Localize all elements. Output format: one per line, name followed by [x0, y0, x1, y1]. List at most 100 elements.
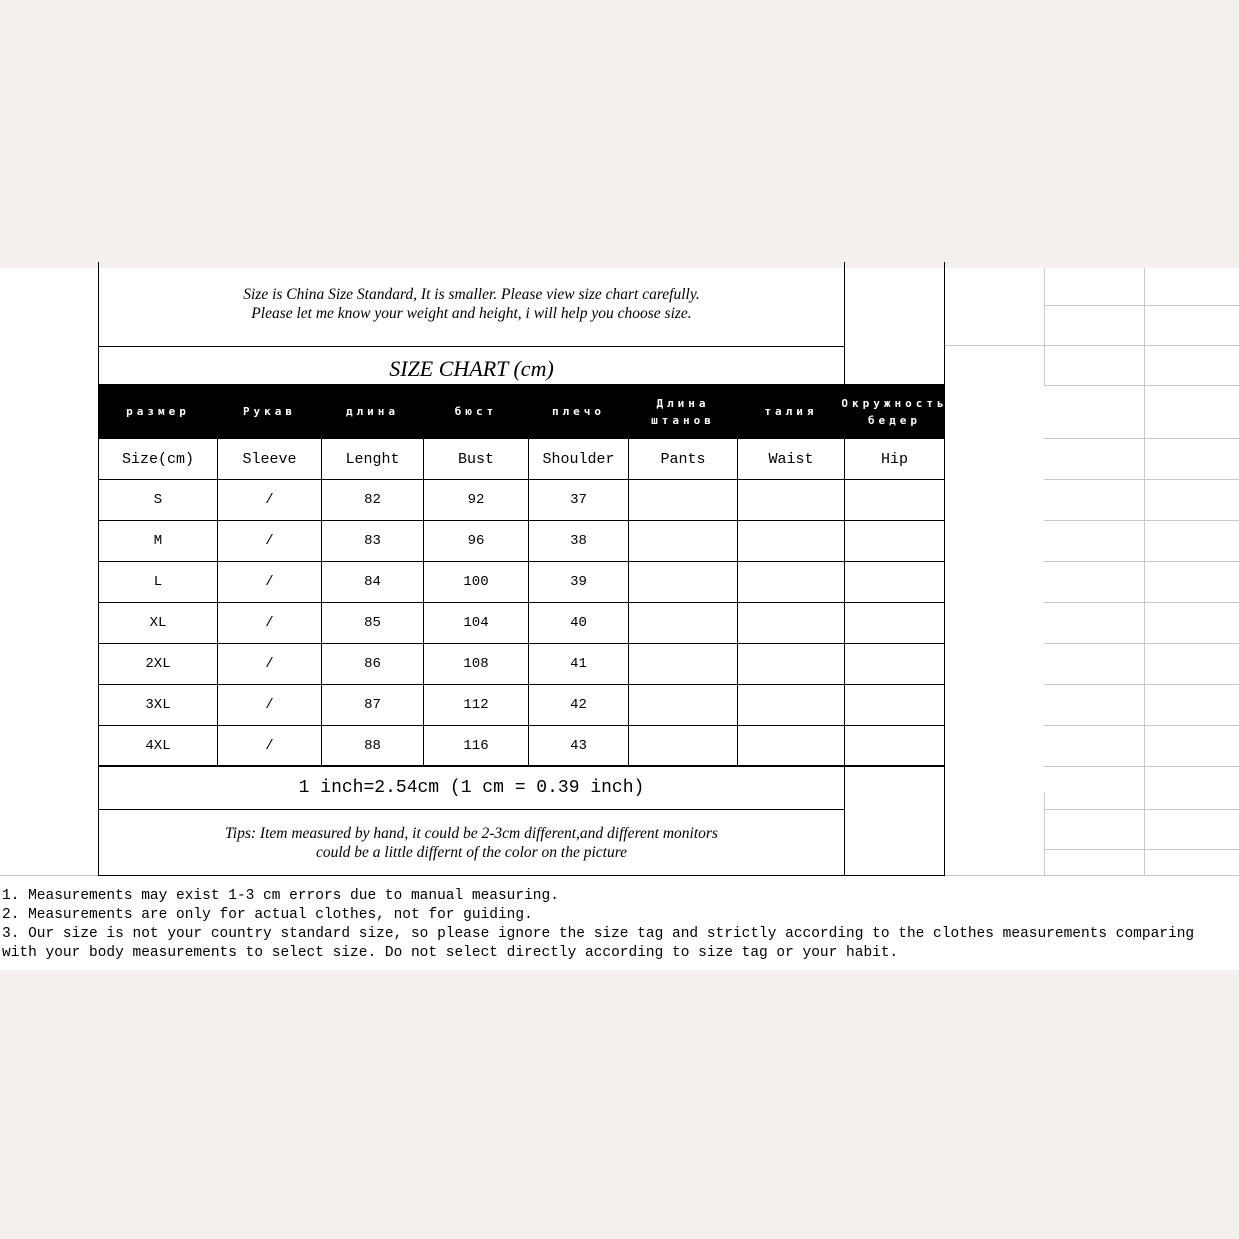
value-cell: 85: [321, 602, 424, 644]
grid-line: [1044, 602, 1239, 603]
grid-line: [1044, 305, 1239, 306]
value-cell: [844, 479, 945, 521]
header-en-4: Shoulder: [528, 438, 629, 480]
value-cell: 86: [321, 643, 424, 685]
grid-line: [1044, 520, 1239, 521]
value-cell: 87: [321, 684, 424, 726]
value-cell: [628, 561, 738, 603]
header-ru-0: размер: [98, 384, 218, 439]
note-3-cont: with your body measurements to select si…: [2, 945, 899, 961]
value-cell: 41: [528, 643, 629, 685]
grid-line: [1044, 809, 1239, 810]
header-ru-1: Рукав: [217, 384, 322, 439]
grid-line: [1044, 268, 1045, 385]
value-cell: [737, 643, 845, 685]
value-cell: 112: [423, 684, 529, 726]
header-en-0: Size(cm): [98, 438, 218, 480]
value-cell: 43: [528, 725, 629, 767]
value-cell: [844, 520, 945, 562]
header-en-7: Hip: [844, 438, 945, 480]
value-cell: [628, 520, 738, 562]
measurement-notes: 1. Measurements may exist 1-3 cm errors …: [2, 887, 1194, 963]
header-en-5: Pants: [628, 438, 738, 480]
grid-line: [1044, 479, 1239, 480]
header-ru-3: бюст: [423, 384, 529, 439]
value-cell: [844, 561, 945, 603]
grid-line: [1144, 268, 1145, 876]
value-cell: 92: [423, 479, 529, 521]
header-ru-4: плечо: [528, 384, 629, 439]
value-cell: 37: [528, 479, 629, 521]
grid-line: [1044, 725, 1239, 726]
header-ru-5: Длина штанов: [628, 384, 738, 439]
value-cell: /: [217, 520, 322, 562]
value-cell: [737, 725, 845, 767]
value-cell: /: [217, 561, 322, 603]
size-cell: 4XL: [98, 725, 218, 767]
value-cell: 84: [321, 561, 424, 603]
right-spacer-bottom: [844, 765, 945, 876]
header-ru-2: длина: [321, 384, 424, 439]
value-cell: /: [217, 602, 322, 644]
value-cell: [737, 479, 845, 521]
value-cell: 100: [423, 561, 529, 603]
note-2: 2. Measurements are only for actual clot…: [2, 907, 533, 923]
size-cell: XL: [98, 602, 218, 644]
header-en-3: Bust: [423, 438, 529, 480]
value-cell: [628, 643, 738, 685]
value-cell: 39: [528, 561, 629, 603]
tips-note: Tips: Item measured by hand, it could be…: [98, 809, 845, 876]
header-ru-6: талия: [737, 384, 845, 439]
header-en-2: Lenght: [321, 438, 424, 480]
value-cell: 40: [528, 602, 629, 644]
header-en-1: Sleeve: [217, 438, 322, 480]
size-cell: M: [98, 520, 218, 562]
conversion-note: 1 inch=2.54cm (1 cm = 0.39 inch): [98, 765, 845, 810]
grid-line: [1044, 792, 1045, 876]
note-3: 3. Our size is not your country standard…: [2, 926, 1195, 942]
intro-note: Size is China Size Standard, It is small…: [98, 262, 845, 347]
header-en-6: Waist: [737, 438, 845, 480]
tips-line-1: Tips: Item measured by hand, it could be…: [225, 824, 718, 842]
grid-line: [1044, 849, 1239, 850]
size-cell: S: [98, 479, 218, 521]
size-cell: L: [98, 561, 218, 603]
intro-line-2: Please let me know your weight and heigh…: [251, 305, 692, 322]
value-cell: 88: [321, 725, 424, 767]
value-cell: 116: [423, 725, 529, 767]
value-cell: [844, 725, 945, 767]
value-cell: [737, 684, 845, 726]
value-cell: [628, 479, 738, 521]
size-cell: 2XL: [98, 643, 218, 685]
size-cell: 3XL: [98, 684, 218, 726]
value-cell: /: [217, 643, 322, 685]
note-1: 1. Measurements may exist 1-3 cm errors …: [2, 888, 559, 904]
grid-line: [1044, 643, 1239, 644]
header-ru-7: Окружность бедер: [841, 384, 945, 439]
grid-line: [944, 345, 1239, 346]
tips-line-2: could be a little differnt of the color …: [315, 843, 628, 861]
grid-line: [1044, 766, 1239, 767]
value-cell: [737, 561, 845, 603]
value-cell: [737, 602, 845, 644]
grid-line: [1044, 438, 1239, 439]
value-cell: [628, 725, 738, 767]
value-cell: [737, 520, 845, 562]
value-cell: /: [217, 725, 322, 767]
value-cell: /: [217, 684, 322, 726]
grid-line: [1044, 385, 1239, 386]
value-cell: [844, 643, 945, 685]
value-cell: [628, 684, 738, 726]
value-cell: 104: [423, 602, 529, 644]
grid-line: [1044, 561, 1239, 562]
value-cell: 82: [321, 479, 424, 521]
right-spacer-top: [844, 262, 945, 385]
value-cell: 83: [321, 520, 424, 562]
value-cell: 42: [528, 684, 629, 726]
grid-line: [1044, 684, 1239, 685]
value-cell: /: [217, 479, 322, 521]
value-cell: 96: [423, 520, 529, 562]
value-cell: [844, 602, 945, 644]
value-cell: [628, 602, 738, 644]
value-cell: 108: [423, 643, 529, 685]
